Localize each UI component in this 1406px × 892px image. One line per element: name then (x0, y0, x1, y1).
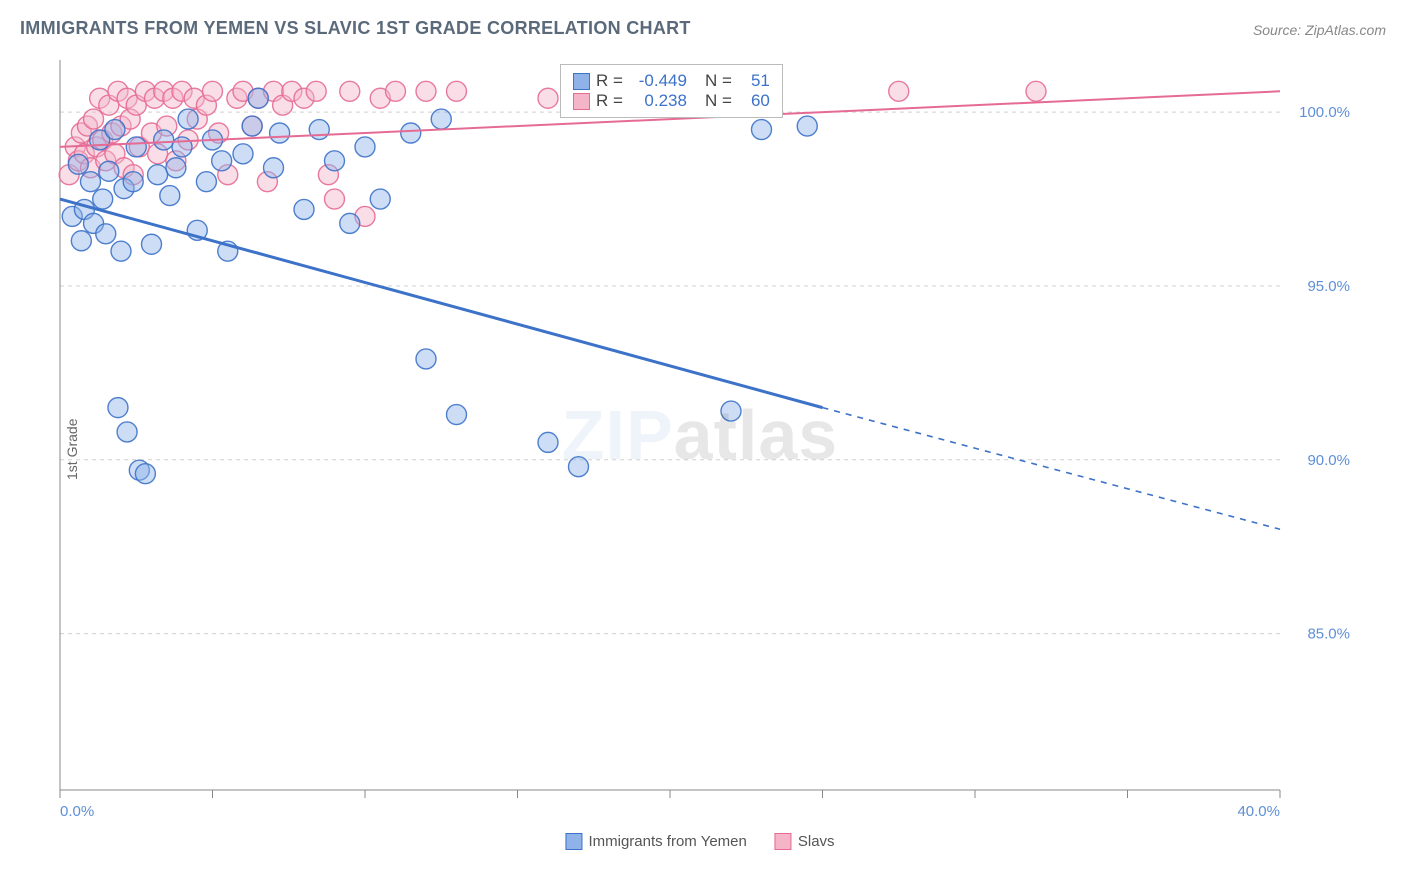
source-attribution: Source: ZipAtlas.com (1253, 22, 1386, 38)
legend-r-value-series1: -0.449 (629, 71, 687, 91)
scatter-point (1026, 81, 1046, 101)
legend-swatch-series2 (573, 93, 590, 110)
legend-row-series2: R = 0.238 N = 60 (573, 91, 770, 111)
y-tick-label: 85.0% (1307, 626, 1350, 643)
bottom-legend-swatch-1 (565, 833, 582, 850)
y-tick-label: 95.0% (1307, 278, 1350, 295)
scatter-point (752, 120, 772, 140)
scatter-point (416, 349, 436, 369)
page-title: IMMIGRANTS FROM YEMEN VS SLAVIC 1ST GRAD… (20, 18, 691, 39)
scatter-point (355, 137, 375, 157)
scatter-point (264, 158, 284, 178)
scatter-point (142, 234, 162, 254)
scatter-point (68, 154, 88, 174)
scatter-point (797, 116, 817, 136)
scatter-point (172, 137, 192, 157)
scatter-point (340, 213, 360, 233)
scatter-point (84, 109, 104, 129)
scatter-point (447, 81, 467, 101)
legend-r-label: R = (596, 71, 623, 91)
scatter-point (889, 81, 909, 101)
scatter-point (538, 88, 558, 108)
scatter-point (721, 401, 741, 421)
bottom-legend: Immigrants from Yemen Slavs (565, 833, 834, 850)
scatter-point (196, 172, 216, 192)
scatter-point (242, 116, 262, 136)
scatter-point (447, 405, 467, 425)
scatter-point (166, 158, 186, 178)
bottom-legend-item-1: Immigrants from Yemen (565, 833, 746, 850)
scatter-point (203, 81, 223, 101)
scatter-point (569, 457, 589, 477)
scatter-point (233, 144, 253, 164)
y-tick-label: 90.0% (1307, 452, 1350, 469)
correlation-chart: 85.0% 90.0% 95.0% 100.0% 0.0% 40.0% 1st Grade… (50, 50, 1350, 820)
scatter-point (340, 81, 360, 101)
y-tick-label: 100.0% (1299, 104, 1350, 121)
scatter-point (111, 241, 131, 261)
scatter-point (96, 224, 116, 244)
scatter-point (212, 151, 232, 171)
scatter-point (325, 151, 345, 171)
scatter-point (81, 172, 101, 192)
scatter-point (309, 120, 329, 140)
scatter-point (135, 464, 155, 484)
scatter-point (123, 172, 143, 192)
legend-swatch-series1 (573, 73, 590, 90)
scatter-point (294, 199, 314, 219)
legend-r-value-series2: 0.238 (629, 91, 687, 111)
x-tick-label: 40.0% (1237, 803, 1280, 820)
bottom-legend-swatch-2 (775, 833, 792, 850)
legend-row-series1: R = -0.449 N = 51 (573, 71, 770, 91)
scatter-point (148, 165, 168, 185)
scatter-point (99, 161, 119, 181)
scatter-point (178, 109, 198, 129)
bottom-legend-label-2: Slavs (798, 833, 835, 850)
scatter-point (401, 123, 421, 143)
trend-line-extrapolated (823, 408, 1281, 530)
chart-svg: 85.0% 90.0% 95.0% 100.0% 0.0% 40.0% (50, 50, 1350, 820)
bottom-legend-label-1: Immigrants from Yemen (588, 833, 746, 850)
scatter-point (105, 120, 125, 140)
scatter-point (93, 189, 113, 209)
scatter-point (370, 189, 390, 209)
correlation-legend-box: R = -0.449 N = 51 R = 0.238 N = 60 (560, 64, 783, 118)
scatter-point (386, 81, 406, 101)
scatter-point (270, 123, 290, 143)
legend-n-label: N = (705, 91, 732, 111)
scatter-point (154, 130, 174, 150)
bottom-legend-item-2: Slavs (775, 833, 835, 850)
legend-n-value-series2: 60 (738, 91, 770, 111)
scatter-point (126, 137, 146, 157)
scatter-point (71, 231, 91, 251)
legend-n-value-series1: 51 (738, 71, 770, 91)
x-tick-label: 0.0% (60, 803, 94, 820)
scatter-point (160, 186, 180, 206)
scatter-point (117, 422, 137, 442)
scatter-point (248, 88, 268, 108)
scatter-point (538, 432, 558, 452)
y-axis-label: 1st Grade (64, 419, 80, 480)
scatter-point (108, 398, 128, 418)
scatter-point (306, 81, 326, 101)
legend-r-label: R = (596, 91, 623, 111)
scatter-point (416, 81, 436, 101)
scatter-point (325, 189, 345, 209)
legend-n-label: N = (705, 71, 732, 91)
trend-line (60, 199, 823, 408)
scatter-point (431, 109, 451, 129)
